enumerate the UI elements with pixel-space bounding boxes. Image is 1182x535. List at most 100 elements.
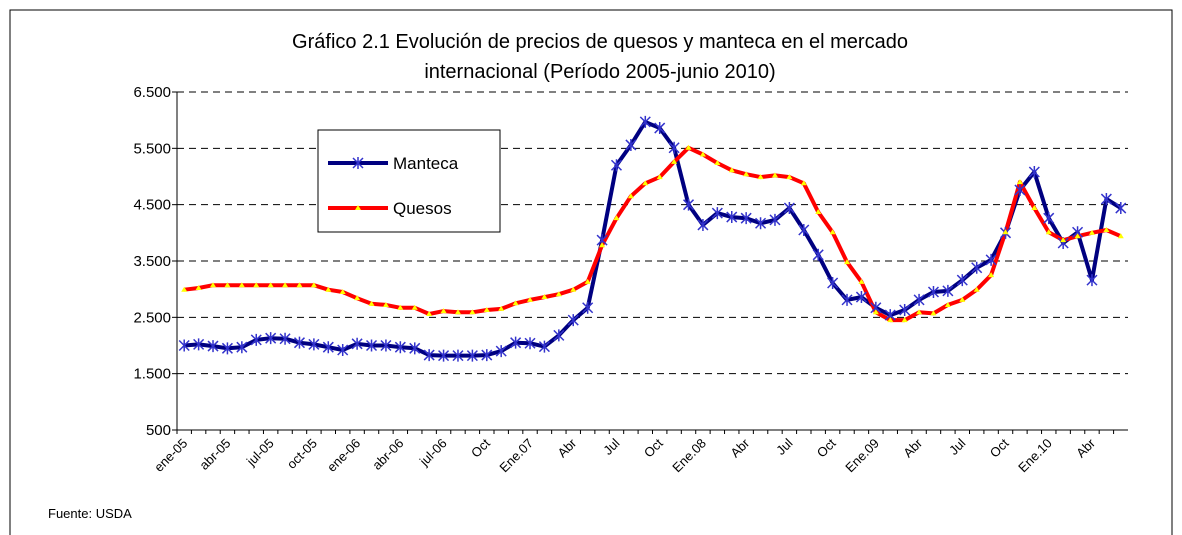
marker (438, 349, 450, 362)
marker (1088, 229, 1095, 235)
marker (570, 286, 577, 292)
marker (757, 174, 764, 180)
x-tick-label: Jul (773, 435, 795, 457)
marker (899, 304, 911, 317)
x-tick-label: Jul (600, 435, 622, 457)
marker (512, 300, 519, 306)
marker (253, 282, 260, 288)
legend-label: Manteca (393, 154, 459, 173)
y-tick-label: 3.500 (133, 253, 171, 270)
marker (1043, 212, 1055, 225)
marker (771, 172, 778, 178)
marker (582, 301, 594, 314)
marker (498, 305, 505, 311)
marker (495, 345, 507, 358)
marker (858, 278, 865, 284)
marker (610, 159, 623, 172)
x-tick-label: Abr (727, 435, 752, 460)
marker (339, 288, 346, 294)
x-tick-label: oct-05 (284, 436, 320, 472)
marker (236, 341, 248, 354)
marker (293, 336, 306, 349)
marker (1060, 237, 1067, 243)
x-tick-label: Jul (946, 435, 968, 457)
marker (1016, 179, 1023, 185)
marker (872, 309, 879, 315)
marker (368, 300, 375, 306)
marker (1115, 202, 1127, 215)
y-tick-label: 5.500 (133, 140, 171, 157)
marker (469, 309, 476, 315)
marker (567, 314, 579, 327)
y-tick-label: 4.500 (133, 197, 171, 214)
marker (553, 329, 565, 342)
marker (639, 115, 651, 128)
marker (755, 217, 767, 230)
marker (310, 282, 317, 288)
marker (956, 274, 968, 287)
marker (1086, 274, 1098, 287)
series-line (183, 145, 1122, 323)
marker (699, 151, 706, 157)
marker (959, 296, 966, 302)
marker (1031, 205, 1038, 211)
x-tick-label: Ene.07 (496, 436, 536, 476)
marker (337, 344, 349, 357)
marker (411, 304, 418, 310)
marker (282, 282, 289, 288)
series-markers (178, 115, 1127, 362)
marker (426, 310, 433, 316)
marker (613, 215, 620, 221)
x-tick-label: Oct (641, 435, 666, 460)
marker (1074, 233, 1081, 239)
x-tick-label: Ene.10 (1015, 436, 1055, 476)
marker (193, 338, 205, 351)
marker (671, 158, 678, 164)
marker (625, 138, 637, 151)
marker (1117, 233, 1124, 239)
marker (210, 282, 217, 288)
marker (901, 317, 908, 323)
marker (524, 337, 536, 350)
x-tick-label: Abr (1073, 435, 1098, 460)
marker (930, 310, 937, 316)
marker (841, 293, 853, 306)
marker (829, 229, 836, 235)
marker (452, 349, 464, 362)
marker (812, 248, 824, 261)
marker (265, 332, 277, 345)
marker (538, 340, 550, 353)
x-tick-label: ene-05 (151, 436, 190, 475)
y-tick-label: 6.500 (133, 84, 171, 101)
marker (267, 282, 274, 288)
marker (325, 286, 332, 292)
x-tick-label: Oct (987, 435, 1012, 460)
x-tick-label: abr-05 (196, 436, 233, 473)
chart-subtitle: internacional (Período 2005-junio 2010) (424, 61, 775, 83)
marker (654, 122, 666, 135)
marker (985, 253, 997, 266)
marker (916, 309, 923, 315)
marker (555, 291, 562, 297)
marker (1100, 193, 1112, 206)
marker (483, 307, 490, 313)
marker (743, 171, 750, 177)
x-tick-label: Oct (468, 435, 493, 460)
marker (352, 157, 364, 169)
marker (942, 284, 954, 297)
marker (238, 282, 245, 288)
x-tick-label: ene-06 (324, 436, 363, 475)
marker (351, 337, 363, 350)
x-tick-label: Oct (814, 435, 839, 460)
marker (224, 282, 231, 288)
marker (728, 167, 735, 173)
marker (541, 294, 548, 300)
marker (599, 242, 606, 248)
x-tick-label: abr-06 (369, 436, 406, 473)
x-tick-label: jul-06 (416, 436, 450, 470)
marker (322, 341, 334, 354)
marker (697, 218, 709, 231)
marker (988, 272, 995, 278)
marker (308, 338, 320, 351)
marker (178, 339, 190, 352)
